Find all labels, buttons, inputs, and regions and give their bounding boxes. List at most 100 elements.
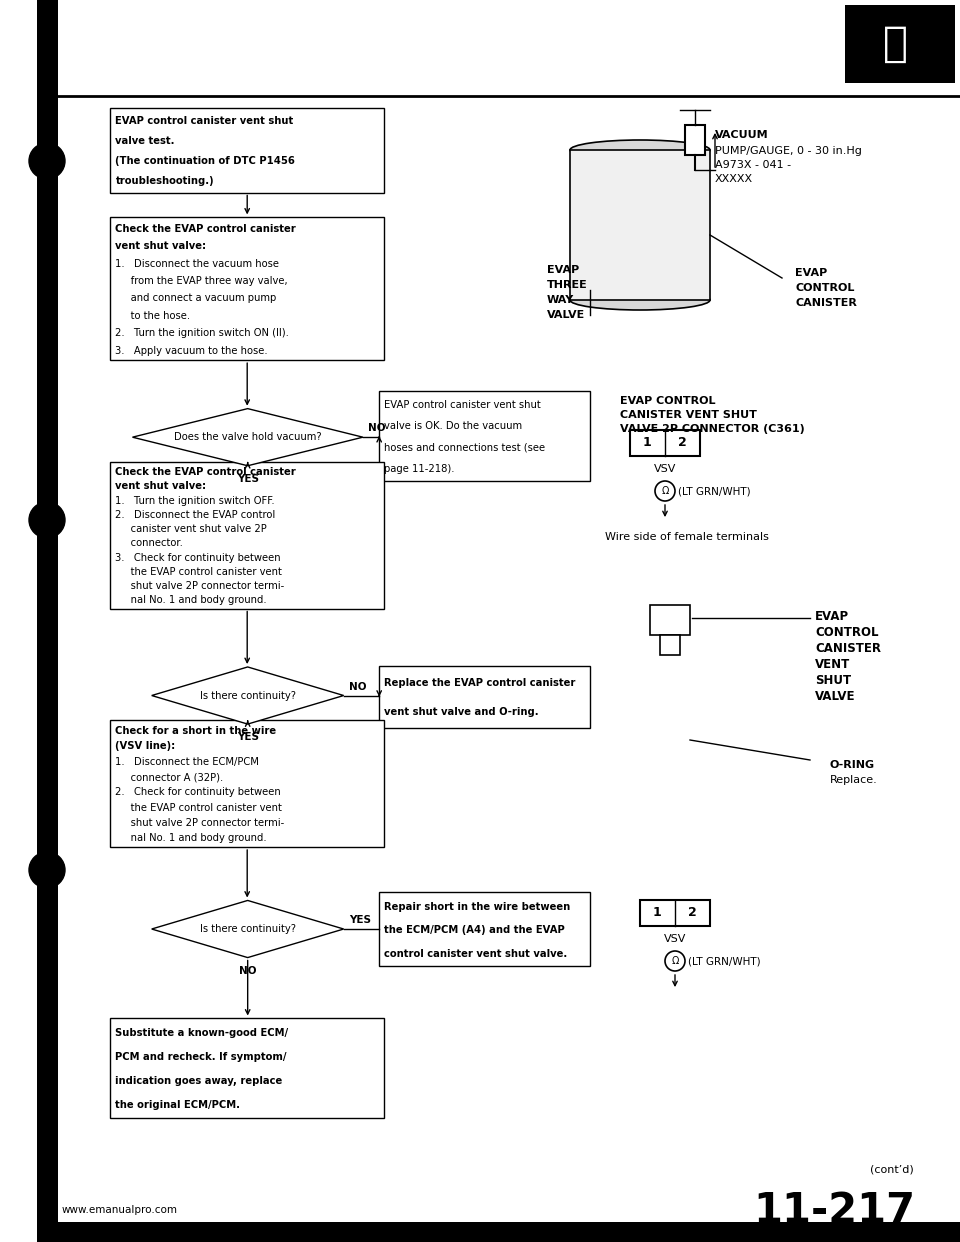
Bar xyxy=(37,1222,960,1242)
Text: VSV: VSV xyxy=(654,465,676,474)
Circle shape xyxy=(29,502,65,538)
Text: www.emanualpro.com: www.emanualpro.com xyxy=(62,1205,178,1215)
Bar xyxy=(570,150,710,301)
Bar xyxy=(110,108,384,193)
Text: valve test.: valve test. xyxy=(115,137,175,147)
Text: Ω: Ω xyxy=(661,486,669,496)
Text: VSV: VSV xyxy=(663,934,686,944)
Text: indication goes away, replace: indication goes away, replace xyxy=(115,1076,282,1086)
Text: Check for a short in the wire: Check for a short in the wire xyxy=(115,727,276,737)
Text: 1.   Disconnect the ECM/PCM: 1. Disconnect the ECM/PCM xyxy=(115,756,259,766)
Bar xyxy=(37,0,58,1242)
Text: NO: NO xyxy=(239,965,256,975)
Text: CONTROL: CONTROL xyxy=(795,283,854,293)
Text: valve is OK. Do the vacuum: valve is OK. Do the vacuum xyxy=(384,421,522,431)
Text: canister vent shut valve 2P: canister vent shut valve 2P xyxy=(115,524,267,534)
Text: vent shut valve:: vent shut valve: xyxy=(115,241,206,251)
Bar xyxy=(379,666,590,728)
Text: the EVAP control canister vent: the EVAP control canister vent xyxy=(115,566,282,578)
Text: VALVE: VALVE xyxy=(815,691,855,703)
Text: troubleshooting.): troubleshooting.) xyxy=(115,176,214,186)
Text: connector A (32P).: connector A (32P). xyxy=(115,773,224,782)
Text: NO: NO xyxy=(348,682,366,692)
Text: SHUT: SHUT xyxy=(815,674,852,687)
Text: (VSV line):: (VSV line): xyxy=(115,741,176,751)
Text: Replace.: Replace. xyxy=(830,775,877,785)
Text: 3.   Apply vacuum to the hose.: 3. Apply vacuum to the hose. xyxy=(115,345,268,355)
Text: YES: YES xyxy=(237,473,258,483)
Text: 11-217: 11-217 xyxy=(753,1190,915,1232)
Text: CONTROL: CONTROL xyxy=(815,626,878,638)
Text: YES: YES xyxy=(237,732,258,741)
Text: EVAP control canister vent shut: EVAP control canister vent shut xyxy=(384,400,540,410)
Circle shape xyxy=(29,143,65,179)
Text: 2.   Check for continuity between: 2. Check for continuity between xyxy=(115,787,281,797)
Bar xyxy=(110,462,384,609)
Bar xyxy=(379,391,590,481)
Text: and connect a vacuum pump: and connect a vacuum pump xyxy=(115,293,276,303)
Text: Replace the EVAP control canister: Replace the EVAP control canister xyxy=(384,678,576,688)
Bar xyxy=(110,720,384,847)
Text: 2.   Turn the ignition switch ON (ll).: 2. Turn the ignition switch ON (ll). xyxy=(115,328,289,338)
Text: (LT GRN/WHT): (LT GRN/WHT) xyxy=(678,486,751,496)
Text: control canister vent shut valve.: control canister vent shut valve. xyxy=(384,949,567,959)
Text: VALVE: VALVE xyxy=(547,310,586,320)
Bar xyxy=(660,635,680,655)
Text: A973X - 041 -: A973X - 041 - xyxy=(715,160,791,170)
Text: 1.   Disconnect the vacuum hose: 1. Disconnect the vacuum hose xyxy=(115,258,279,268)
Text: 2: 2 xyxy=(678,436,686,450)
Text: vent shut valve and O-ring.: vent shut valve and O-ring. xyxy=(384,707,539,718)
Text: Wire side of female terminals: Wire side of female terminals xyxy=(605,532,769,542)
Text: (LT GRN/WHT): (LT GRN/WHT) xyxy=(688,956,760,966)
Text: XXXXX: XXXXX xyxy=(715,174,754,184)
Bar xyxy=(650,605,690,635)
Text: 2.   Disconnect the EVAP control: 2. Disconnect the EVAP control xyxy=(115,510,276,520)
Text: carmanualsonline.info: carmanualsonline.info xyxy=(418,1228,542,1238)
Bar xyxy=(630,430,700,456)
Text: 2: 2 xyxy=(687,907,696,919)
Text: to the hose.: to the hose. xyxy=(115,310,190,320)
Text: VALVE 2P CONNECTOR (C361): VALVE 2P CONNECTOR (C361) xyxy=(620,424,804,433)
Text: EVAP: EVAP xyxy=(547,265,579,274)
Bar xyxy=(379,892,590,966)
Text: Repair short in the wire between: Repair short in the wire between xyxy=(384,902,570,912)
Text: EVAP control canister vent shut: EVAP control canister vent shut xyxy=(115,116,294,127)
Text: Is there continuity?: Is there continuity? xyxy=(200,924,296,934)
Text: ⛽: ⛽ xyxy=(882,24,907,65)
Circle shape xyxy=(29,852,65,888)
Text: NO: NO xyxy=(368,424,385,433)
Text: vent shut valve:: vent shut valve: xyxy=(115,482,206,492)
Text: Does the valve hold vacuum?: Does the valve hold vacuum? xyxy=(174,432,322,442)
Text: EVAP: EVAP xyxy=(795,268,828,278)
Text: O-RING: O-RING xyxy=(830,760,876,770)
Text: CANISTER: CANISTER xyxy=(815,642,881,655)
Polygon shape xyxy=(152,900,344,958)
Text: Is there continuity?: Is there continuity? xyxy=(200,691,296,700)
Text: (The continuation of DTC P1456: (The continuation of DTC P1456 xyxy=(115,156,296,166)
Polygon shape xyxy=(132,409,363,466)
Text: Check the EVAP control canister: Check the EVAP control canister xyxy=(115,467,296,477)
Text: YES: YES xyxy=(348,915,371,925)
Text: CANISTER: CANISTER xyxy=(795,298,857,308)
Text: 1.   Turn the ignition switch OFF.: 1. Turn the ignition switch OFF. xyxy=(115,496,275,505)
Bar xyxy=(110,1018,384,1118)
Bar xyxy=(110,217,384,360)
Text: Ω: Ω xyxy=(671,956,679,966)
Text: (cont’d): (cont’d) xyxy=(870,1165,914,1175)
Text: the EVAP control canister vent: the EVAP control canister vent xyxy=(115,802,282,812)
Text: shut valve 2P connector termi-: shut valve 2P connector termi- xyxy=(115,581,285,591)
Text: from the EVAP three way valve,: from the EVAP three way valve, xyxy=(115,276,288,286)
Text: VACUUM: VACUUM xyxy=(715,130,769,140)
Text: Substitute a known-good ECM/: Substitute a known-good ECM/ xyxy=(115,1028,289,1038)
Text: 1: 1 xyxy=(642,436,652,450)
Text: WAY: WAY xyxy=(547,296,574,306)
Bar xyxy=(845,5,955,83)
Text: EVAP: EVAP xyxy=(815,610,850,623)
Text: VENT: VENT xyxy=(815,658,851,671)
Polygon shape xyxy=(152,667,344,724)
Text: shut valve 2P connector termi-: shut valve 2P connector termi- xyxy=(115,818,285,828)
Text: the original ECM/PCM.: the original ECM/PCM. xyxy=(115,1100,240,1110)
Bar xyxy=(685,125,705,155)
Text: nal No. 1 and body ground.: nal No. 1 and body ground. xyxy=(115,833,267,843)
Ellipse shape xyxy=(570,289,710,310)
